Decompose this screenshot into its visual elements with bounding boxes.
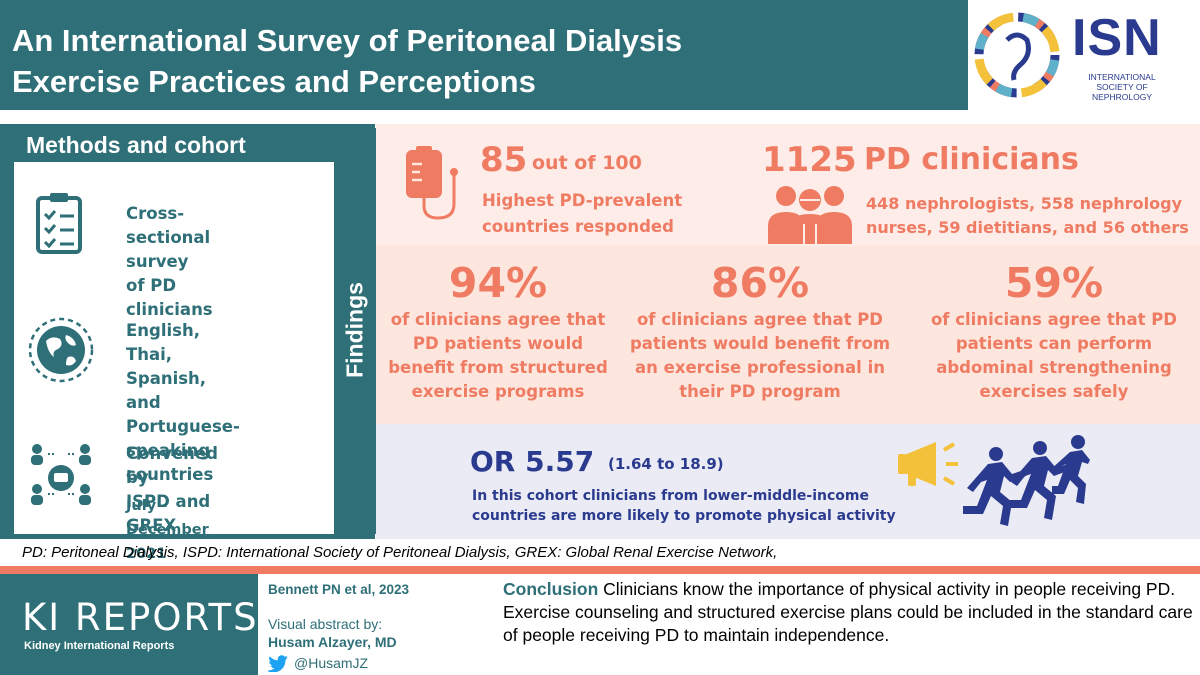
stat-59-value: 59% [1004,259,1104,307]
isn-logo-icon [974,12,1060,98]
method-convened-text: Convened by ISPD and GREX [126,444,218,535]
megaphone-runners-icon [898,435,1090,526]
method-countries-text: English, Thai, Spanish, and Portuguese- … [126,321,240,484]
checklist-icon [36,193,82,254]
header-banner: An International Survey of Peritoneal Di… [0,0,968,110]
isn-logo-subtitle: INTERNATIONAL SOCIETY OF NEPHROLOGY [1088,72,1156,102]
conclusion-heading: Conclusion [503,579,599,599]
method-dates-text: July - December 2021 [126,498,209,562]
dialysis-bag-icon [406,146,458,220]
stat-86-text: of clinicians agree that PD patients wou… [629,310,891,401]
countries-number: 85 [480,140,528,180]
conclusion-text: Clinicians know the importance of physic… [503,579,1193,645]
page-title: An International Survey of Peritoneal Di… [12,23,683,99]
journal-logo-subtitle: Kidney International Reports [24,640,175,652]
abbreviations: PD: Peritoneal Dialysis, ISPD: Internati… [22,544,778,561]
countries-suffix: out of 100 [532,152,642,174]
odds-ratio-value: OR 5.57 [470,445,595,478]
network-people-icon [31,444,91,505]
globe-icon [28,317,94,383]
findings-strip [334,128,376,534]
odds-ratio-text: In this cohort clinicians from lower-mid… [472,488,896,524]
twitter-icon [268,655,288,672]
clinicians-number: 1125 [762,140,857,180]
stat-59: 59% of clinicians agree that PD patients… [919,258,1189,404]
stat-94: 94% of clinicians agree that PD patients… [363,258,633,404]
method-survey-text: Cross-sectional survey of PD clinicians [126,204,213,319]
clinicians-label: PD clinicians [864,142,1079,177]
stat-94-value: 94% [448,259,548,307]
author-name: Husam Alzayer, MD [268,634,397,650]
isn-logo-text: ISN [1072,9,1162,67]
journal-logo-text: KI REPORTS [22,596,259,639]
isn-logo-box: ISN INTERNATIONAL SOCIETY OF NEPHROLOGY [968,0,1200,110]
countries-text: Highest PD-prevalent countries responded [482,191,683,236]
stat-86-value: 86% [710,259,810,307]
citation: Bennett PN et al, 2023 [268,582,410,597]
stat-86: 86% of clinicians agree that PD patients… [625,258,895,404]
footer-accent-bar [0,566,1200,574]
stat-94-text: of clinicians agree that PD patients wou… [388,310,608,401]
clinicians-group-icon [768,186,852,244]
journal-logo-box [0,574,258,675]
findings-mid-panel [376,246,1200,424]
author-handle: @HusamJZ [294,655,369,671]
stat-59-text: of clinicians agree that PD patients can… [930,310,1178,401]
odds-ratio-ci: (1.64 to 18.9) [608,455,724,473]
methods-title: Methods and cohort [14,128,334,162]
conclusion: Conclusion Clinicians know the importanc… [503,578,1193,647]
methods-panel: Cross-sectional survey of PD clinicians … [14,162,334,562]
visual-abstract-label: Visual abstract by: [268,616,383,632]
clinicians-breakdown: 448 nephrologists, 558 nephrology nurses… [866,194,1189,237]
